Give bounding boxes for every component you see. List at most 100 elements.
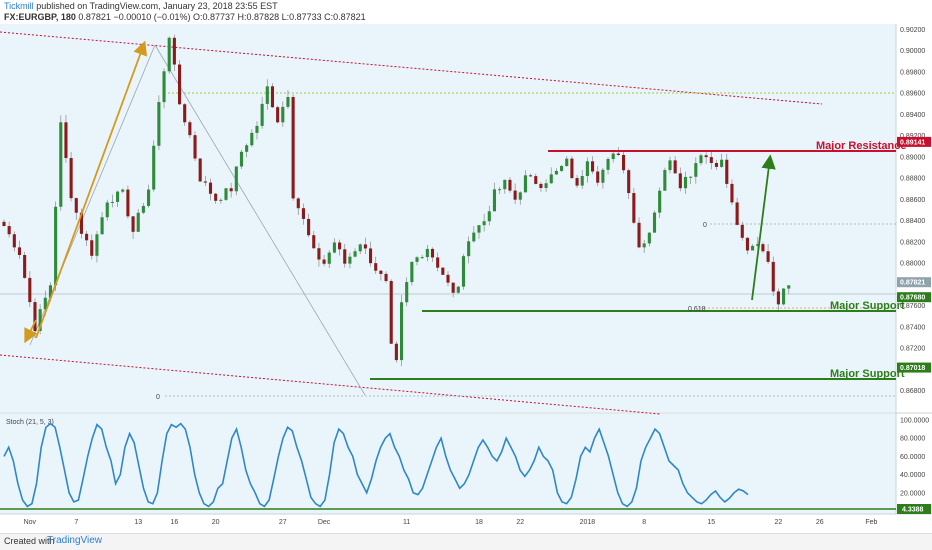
time-tick: 18 — [475, 519, 483, 526]
candle-body — [534, 176, 538, 184]
time-tick: 20 — [212, 519, 220, 526]
candle-body — [596, 171, 600, 183]
candle-body — [214, 193, 218, 201]
stoch-tick: 60.0000 — [900, 454, 925, 461]
candle-body — [751, 245, 755, 251]
impulse-arrow-up[interactable] — [35, 40, 148, 339]
price-badges: 0.89141 0.87821 0.87680 0.87018 — [897, 136, 931, 373]
candle-body — [776, 291, 780, 305]
candle-body — [100, 217, 104, 235]
candle-body — [38, 309, 42, 331]
candle-body — [709, 157, 713, 164]
candle-body — [699, 155, 703, 164]
candle-body — [28, 277, 32, 303]
candle-body — [652, 212, 657, 233]
price-tick: 0.88000 — [900, 261, 925, 268]
candle-body — [74, 198, 78, 213]
price-tick: 0.89600 — [900, 91, 925, 98]
price-tick: 0.88800 — [900, 176, 925, 183]
candle-body — [678, 173, 682, 189]
stoch-tick: 100.0000 — [900, 418, 929, 425]
candle-body — [611, 153, 615, 160]
candle-body — [606, 159, 610, 170]
candle-body — [110, 201, 114, 203]
candle-body — [193, 135, 197, 159]
candle-body — [472, 232, 476, 242]
stoch-badge: 4.3388 — [897, 504, 931, 514]
price-tick: 0.86800 — [900, 388, 925, 395]
time-axis-ticks: Nov 7 13 16 20 27 Dec 11 18 22 2018 8 15 22 26 Feb — [24, 519, 878, 526]
candle-body — [725, 159, 729, 184]
candle-body — [766, 251, 770, 262]
time-tick: Dec — [318, 519, 331, 526]
price-tick: 0.88600 — [900, 197, 925, 204]
candle-body — [131, 216, 135, 232]
candle-body — [539, 183, 543, 189]
candle-body — [585, 161, 589, 176]
price-tick: 0.87200 — [900, 346, 925, 353]
price-badge-bg — [897, 292, 931, 303]
candle-body — [694, 163, 698, 177]
candle-body — [188, 122, 192, 136]
candle-body — [689, 176, 693, 178]
candle-body — [167, 37, 171, 72]
candle-body — [647, 232, 651, 244]
stoch-badge-bg — [897, 504, 931, 514]
stoch-line — [3, 422, 749, 508]
candle-body — [296, 198, 300, 209]
candle-body — [224, 188, 228, 200]
stoch-badge-text: 4.3388 — [902, 507, 924, 514]
time-tick: 8 — [642, 519, 646, 526]
candle-body — [141, 205, 145, 213]
price-badge: 0.89141 — [900, 139, 925, 146]
candle-body — [69, 158, 73, 199]
candle-body — [446, 274, 450, 283]
fib-zero-bottom-label: 0 — [156, 394, 160, 401]
candle-body — [177, 64, 182, 105]
candle-body — [554, 170, 558, 175]
candle-body — [291, 97, 295, 199]
time-tick: 26 — [816, 519, 824, 526]
candle-body — [420, 257, 424, 259]
candle-body — [503, 179, 507, 190]
candle-body — [461, 256, 466, 287]
candle-body — [12, 234, 16, 248]
fib-0618-label: 0.618 — [688, 306, 706, 313]
price-tick: 0.88400 — [900, 218, 925, 225]
impulse-arrow-down[interactable] — [24, 319, 38, 344]
price-chart[interactable]: Major Resistance Major Support Major Sup… — [0, 0, 932, 534]
candle-body — [441, 267, 445, 275]
candle-body — [116, 191, 120, 202]
candle-body — [353, 251, 357, 257]
fib-diagonal-1 — [154, 44, 366, 396]
candle-body — [523, 175, 527, 193]
candle-body — [2, 221, 6, 227]
time-tick: 27 — [279, 519, 287, 526]
candle-body — [162, 71, 166, 103]
time-tick: 16 — [170, 519, 178, 526]
candle-body — [369, 248, 373, 264]
last-price: 0.87821 — [78, 12, 111, 22]
candle-body — [23, 254, 27, 278]
stoch-tick: 20.0000 — [900, 490, 925, 497]
symbol-label: FX:EURGBP, 180 — [4, 12, 76, 22]
publisher-name[interactable]: Tickmill — [4, 1, 34, 11]
candle-body — [565, 158, 569, 166]
projection-arrow-up[interactable] — [751, 154, 776, 301]
candle-body — [720, 159, 724, 167]
symbol-line: FX:EURGBP, 180 0.87821 −0.00010 (−0.01%)… — [4, 12, 366, 22]
candle-body — [374, 263, 378, 271]
candle-body — [327, 252, 331, 264]
candle-body — [203, 181, 207, 183]
candle-body — [136, 212, 140, 232]
candle-body — [756, 244, 760, 246]
candle-body — [477, 225, 481, 233]
candle-body — [642, 243, 646, 248]
tradingview-brand[interactable]: TradingView — [47, 535, 103, 546]
candle-body — [673, 160, 677, 174]
candle-body — [64, 122, 68, 159]
candle-body — [771, 261, 775, 292]
candle-body — [234, 166, 238, 192]
candle-body — [281, 106, 285, 123]
candle-body — [332, 242, 336, 253]
